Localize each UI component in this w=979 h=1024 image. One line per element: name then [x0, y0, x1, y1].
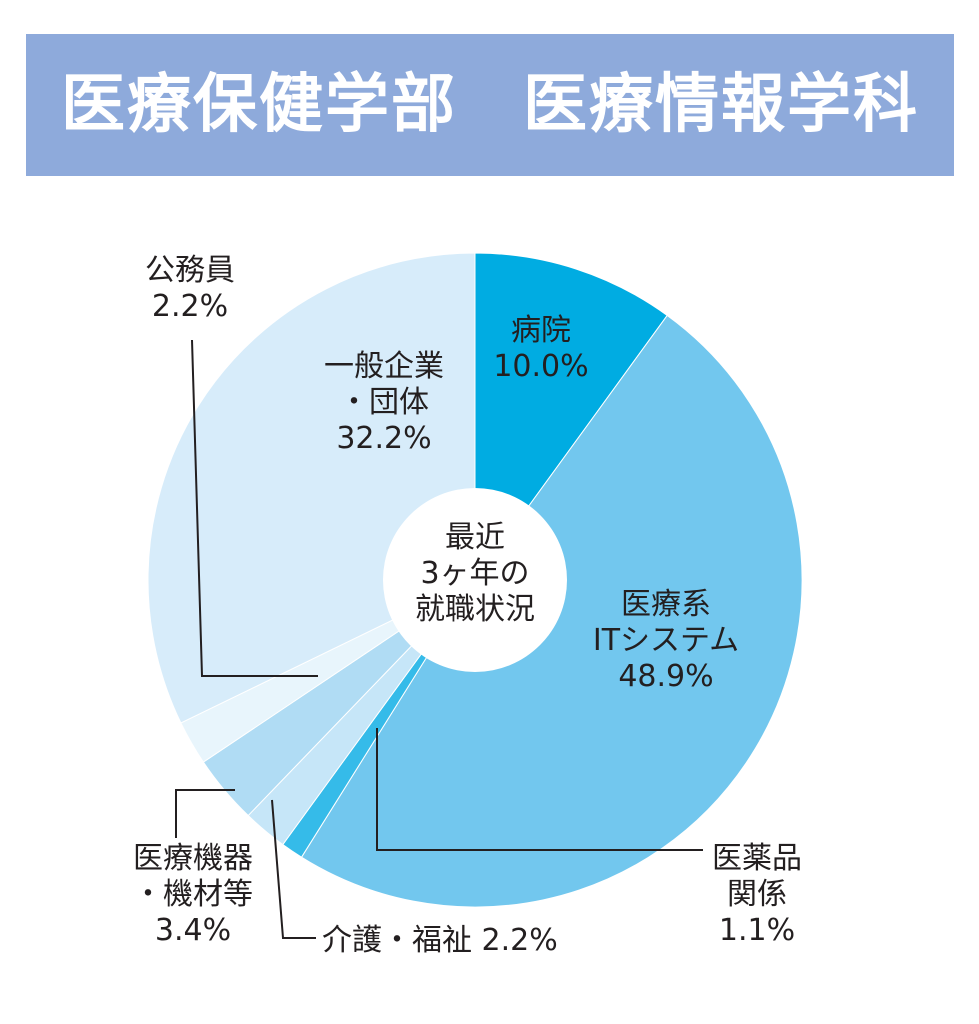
slice-label-medical_it: 医療系 ITシステム 48.9%	[593, 587, 739, 694]
leader-lines	[175, 339, 703, 939]
slice-label-pharma: 医薬品関係 1.1%	[712, 841, 802, 948]
slice-label-corporate: 一般企業・団体 32.2%	[324, 349, 444, 456]
slice-label-equipment: 医療機器・機材等 3.4%	[133, 841, 253, 948]
leader-line-pharma	[376, 728, 703, 851]
page-title: 医療保健学部 医療情報学科	[61, 68, 919, 142]
title-banner: 医療保健学部 医療情報学科	[26, 34, 954, 176]
slice-label-hospital: 病院 10.0%	[493, 313, 588, 384]
pie-slice-hospital	[474, 252, 668, 582]
leader-line-equipment	[175, 789, 235, 838]
leader-line-public	[191, 339, 318, 677]
slice-label-welfare: 介護・福祉 2.2%	[322, 923, 558, 958]
center-label-text: 最近 3ヶ年の就職状況	[415, 520, 535, 627]
leader-line-welfare	[271, 799, 316, 939]
slice-label-public: 公務員 2.2%	[145, 253, 235, 324]
pie-center-hole	[383, 488, 567, 672]
slice-labels: 病院 10.0% 医療系 ITシステム 48.9% 医薬品関係 1.1% 介護・福祉 2.2%…	[133, 253, 802, 958]
center-label: 最近 3ヶ年の就職状況	[415, 520, 535, 627]
